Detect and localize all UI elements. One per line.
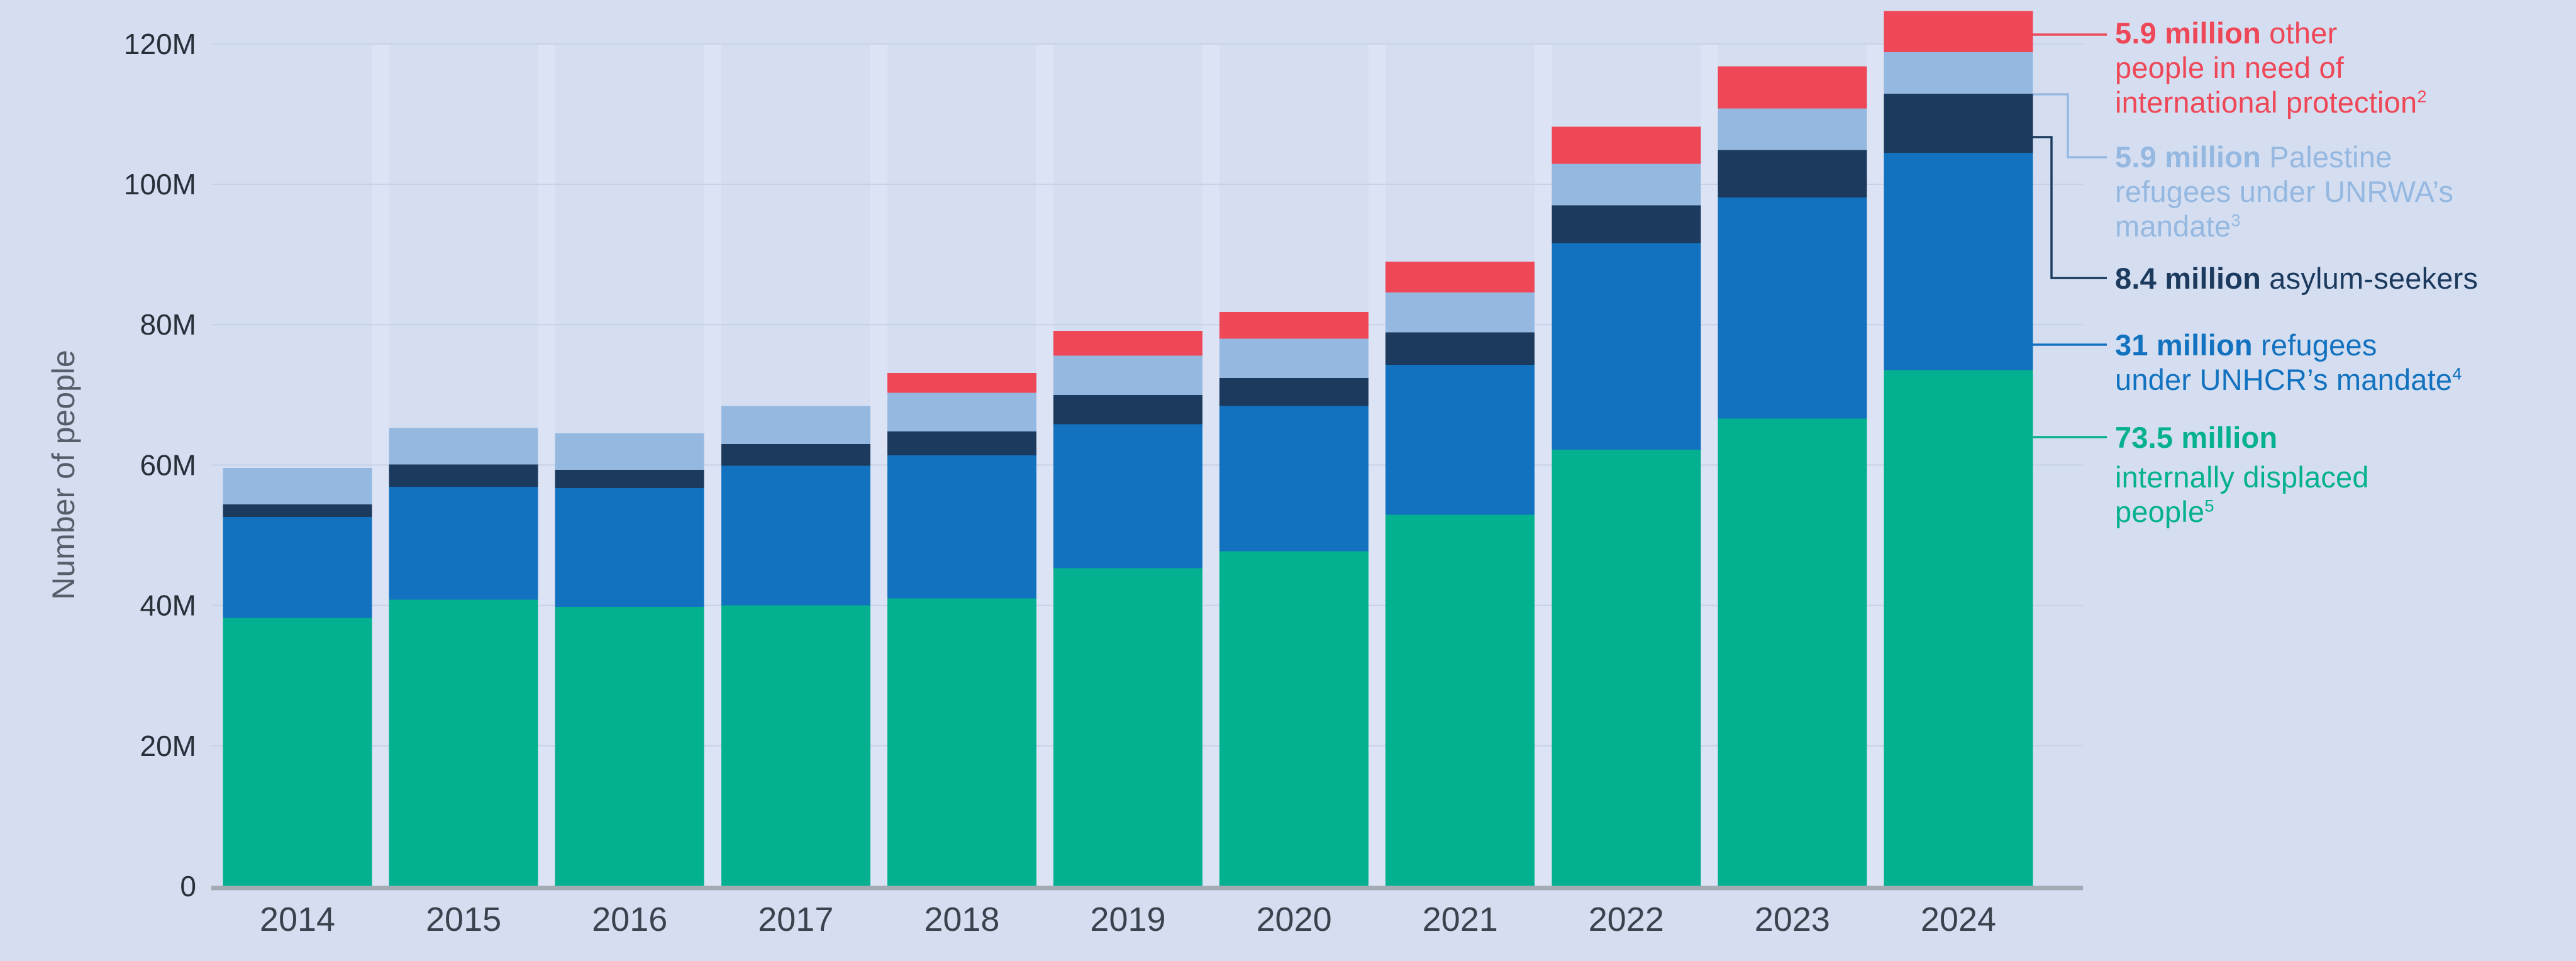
bar-segment-2022-idp xyxy=(1552,449,1701,886)
bar-segment-2021-refugees xyxy=(1385,364,1535,515)
x-tick-label-2020: 2020 xyxy=(1257,901,1332,938)
y-tick-label-120M: 120M xyxy=(124,28,196,60)
legend-connector-lines xyxy=(2033,33,2107,438)
bar-segment-2020-other xyxy=(1219,312,1369,339)
y-tick-label-40M: 40M xyxy=(140,589,196,622)
connector-unrwa xyxy=(2033,93,2107,158)
bar-segment-2014-unrwa xyxy=(223,467,372,504)
bar-segment-2020-idp xyxy=(1219,551,1369,886)
y-tick-label-20M: 20M xyxy=(140,730,196,762)
bar-segment-2019-refugees xyxy=(1053,424,1202,569)
bar-segment-2016-asylum xyxy=(555,470,704,489)
x-tick-label-2024: 2024 xyxy=(1921,901,1996,938)
bar-segment-2015-asylum xyxy=(389,464,538,487)
bar-segment-2024-unrwa xyxy=(1884,52,2033,94)
bar-segment-2023-unrwa xyxy=(1718,108,1867,150)
bar-segment-2021-asylum xyxy=(1385,332,1535,365)
bar-segment-2023-idp xyxy=(1718,418,1867,886)
bar-segment-2024-idp xyxy=(1884,370,2033,886)
y-tick-label-0: 0 xyxy=(180,870,196,903)
bar-segment-2018-refugees xyxy=(887,455,1036,599)
y-tick-label-100M: 100M xyxy=(124,168,196,201)
bar-segment-2017-unrwa xyxy=(721,406,870,444)
bar-segment-2017-asylum xyxy=(721,443,870,466)
bar-segment-2020-refugees xyxy=(1219,406,1369,552)
bar-segment-2015-refugees xyxy=(389,486,538,600)
bar-segment-2017-refugees xyxy=(721,465,870,606)
bar-segment-2014-asylum xyxy=(223,504,372,517)
bar-segment-2016-idp xyxy=(555,606,704,886)
bar-segment-2015-idp xyxy=(389,599,538,886)
bar-segment-2023-asylum xyxy=(1718,150,1867,198)
x-tick-label-2017: 2017 xyxy=(758,901,833,938)
x-tick-label-2022: 2022 xyxy=(1589,901,1664,938)
bar-segment-2023-refugees xyxy=(1718,197,1867,419)
bar-segment-2019-idp xyxy=(1053,568,1202,886)
x-tick-label-2021: 2021 xyxy=(1423,901,1498,938)
bar-segment-2020-asylum xyxy=(1219,378,1369,406)
bar-segment-2015-unrwa xyxy=(389,428,538,465)
y-axis-tick-labels: 0 20M 40M 60M 80M 100M 120M xyxy=(124,28,196,903)
bar-segment-2019-asylum xyxy=(1053,394,1202,425)
x-axis-year-labels: 2014 2015 2016 2017 2018 2019 2020 2021 2022 2023… xyxy=(260,901,1996,938)
y-tick-label-60M: 60M xyxy=(140,448,196,481)
bar-segment-2023-other xyxy=(1718,66,1867,109)
bar-segment-2021-other xyxy=(1385,261,1535,292)
x-tick-label-2018: 2018 xyxy=(924,901,999,938)
bar-segment-2022-other xyxy=(1552,126,1701,164)
bar-segment-2018-idp xyxy=(887,598,1036,886)
y-axis-title: Number of people xyxy=(46,350,81,599)
bar-segment-2022-refugees xyxy=(1552,243,1701,450)
x-tick-label-2014: 2014 xyxy=(260,901,335,938)
x-tick-label-2015: 2015 xyxy=(426,901,501,938)
bar-segment-2019-unrwa xyxy=(1053,355,1202,395)
bar-segment-2014-refugees xyxy=(223,516,372,618)
connector-asylum xyxy=(2033,136,2107,279)
bar-segment-2018-asylum xyxy=(887,431,1036,455)
x-tick-label-2019: 2019 xyxy=(1090,901,1165,938)
bar-segment-2018-unrwa xyxy=(887,392,1036,431)
bar-segment-2022-asylum xyxy=(1552,205,1701,243)
bar-segment-2024-refugees xyxy=(1884,152,2033,370)
bar-segment-2024-asylum xyxy=(1884,94,2033,153)
bar-segment-2024-other xyxy=(1884,11,2033,53)
bar-segment-2014-idp xyxy=(223,618,372,886)
bar-segment-2016-unrwa xyxy=(555,433,704,470)
bar-segment-2016-refugees xyxy=(555,488,704,607)
stacked-bars xyxy=(223,11,2033,886)
bar-segment-2019-other xyxy=(1053,331,1202,356)
x-tick-label-2016: 2016 xyxy=(592,901,667,938)
bar-segment-2021-idp xyxy=(1385,514,1535,886)
x-tick-label-2023: 2023 xyxy=(1755,901,1830,938)
bar-segment-2018-other xyxy=(887,373,1036,393)
bar-segment-2020-unrwa xyxy=(1219,338,1369,379)
y-tick-label-80M: 80M xyxy=(140,308,196,341)
bar-segment-2021-unrwa xyxy=(1385,292,1535,333)
bar-segment-2022-unrwa xyxy=(1552,164,1701,206)
bar-segment-2017-idp xyxy=(721,605,870,886)
